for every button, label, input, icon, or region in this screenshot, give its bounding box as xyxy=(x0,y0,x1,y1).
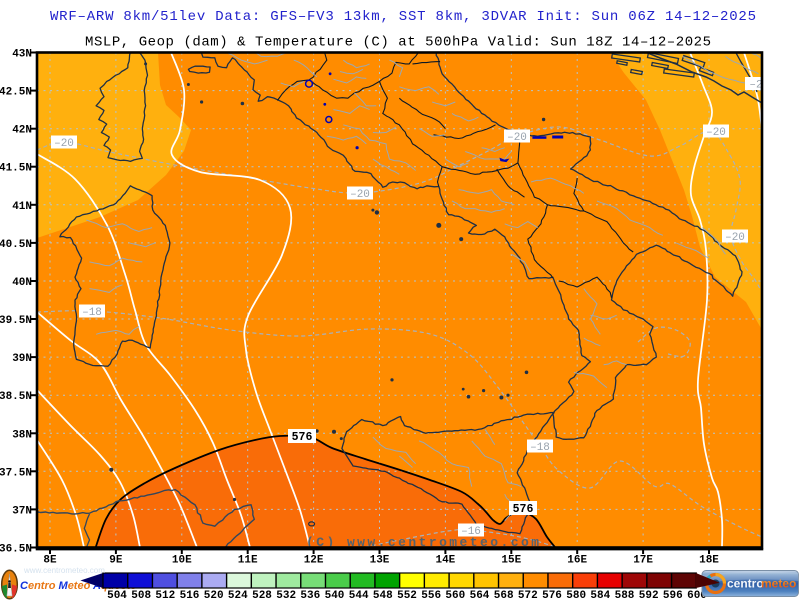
svg-text:596: 596 xyxy=(663,590,683,600)
svg-text:564: 564 xyxy=(470,590,490,600)
svg-text:556: 556 xyxy=(421,590,441,600)
svg-text:576: 576 xyxy=(513,503,534,516)
svg-text:14E: 14E xyxy=(435,555,455,567)
svg-text:meteo: meteo xyxy=(761,577,796,591)
svg-text:548: 548 xyxy=(373,590,393,600)
svg-text:41.5N: 41.5N xyxy=(0,163,32,175)
svg-text:528: 528 xyxy=(252,590,272,600)
svg-text:–18: –18 xyxy=(530,442,550,454)
svg-text:18E: 18E xyxy=(699,555,719,567)
svg-text:MSLP, Geop (dam) & Temperature: MSLP, Geop (dam) & Temperature (C) at 50… xyxy=(85,35,711,51)
svg-text:centro: centro xyxy=(727,577,764,591)
svg-text:516: 516 xyxy=(180,590,200,600)
svg-text:43N: 43N xyxy=(12,49,32,61)
svg-text:576: 576 xyxy=(292,431,313,444)
svg-text:580: 580 xyxy=(566,590,586,600)
svg-text:–20: –20 xyxy=(706,127,726,139)
svg-text:41N: 41N xyxy=(12,201,32,213)
svg-text:508: 508 xyxy=(131,590,151,600)
svg-text:524: 524 xyxy=(228,590,248,600)
svg-text:536: 536 xyxy=(300,590,320,600)
svg-text:12E: 12E xyxy=(304,555,324,567)
svg-text:–20: –20 xyxy=(54,138,74,150)
svg-text:(C) www.centrometeo.com: (C) www.centrometeo.com xyxy=(306,535,539,550)
svg-text:–20: –20 xyxy=(350,189,370,201)
svg-text:13E: 13E xyxy=(370,555,390,567)
svg-text:–18: –18 xyxy=(82,307,102,319)
svg-text:16E: 16E xyxy=(567,555,587,567)
svg-text:9E: 9E xyxy=(109,555,123,567)
svg-text:532: 532 xyxy=(276,590,296,600)
svg-text:576: 576 xyxy=(542,590,562,600)
svg-text:584: 584 xyxy=(590,590,610,600)
svg-text:39.5N: 39.5N xyxy=(0,315,32,327)
svg-text:8E: 8E xyxy=(43,555,57,567)
svg-text:544: 544 xyxy=(349,590,369,600)
svg-text:38.5N: 38.5N xyxy=(0,391,32,403)
svg-text:–16: –16 xyxy=(461,526,481,538)
svg-text:504: 504 xyxy=(107,590,127,600)
svg-text:17E: 17E xyxy=(633,555,653,567)
svg-text:512: 512 xyxy=(155,590,175,600)
svg-text:42.5N: 42.5N xyxy=(0,87,32,99)
svg-text:520: 520 xyxy=(204,590,224,600)
svg-text:540: 540 xyxy=(325,590,345,600)
svg-text:40.5N: 40.5N xyxy=(0,239,32,251)
svg-text:592: 592 xyxy=(639,590,659,600)
svg-text:15E: 15E xyxy=(501,555,521,567)
svg-text:40N: 40N xyxy=(12,277,32,289)
svg-text:568: 568 xyxy=(494,590,514,600)
svg-text:560: 560 xyxy=(445,590,465,600)
svg-text:–2: –2 xyxy=(749,80,762,92)
svg-text:www.centrometeo.com: www.centrometeo.com xyxy=(23,566,105,575)
svg-text:11E: 11E xyxy=(238,555,258,567)
svg-text:552: 552 xyxy=(397,590,417,600)
svg-text:–20: –20 xyxy=(725,232,745,244)
svg-text:10E: 10E xyxy=(172,555,192,567)
svg-text:–20: –20 xyxy=(507,132,527,144)
svg-text:37N: 37N xyxy=(12,505,32,517)
svg-text:36.5N: 36.5N xyxy=(0,544,32,556)
svg-text:572: 572 xyxy=(518,590,538,600)
svg-text:588: 588 xyxy=(615,590,635,600)
svg-text:38N: 38N xyxy=(12,429,32,441)
svg-text:WRF–ARW 8km/51lev Data: GFS–F: WRF–ARW 8km/51lev Data: GFS–FV3 13km, SS… xyxy=(50,9,756,25)
svg-text:42N: 42N xyxy=(12,125,32,137)
svg-text:39N: 39N xyxy=(12,353,32,365)
svg-text:600: 600 xyxy=(687,590,707,600)
svg-text:37.5N: 37.5N xyxy=(0,467,32,479)
